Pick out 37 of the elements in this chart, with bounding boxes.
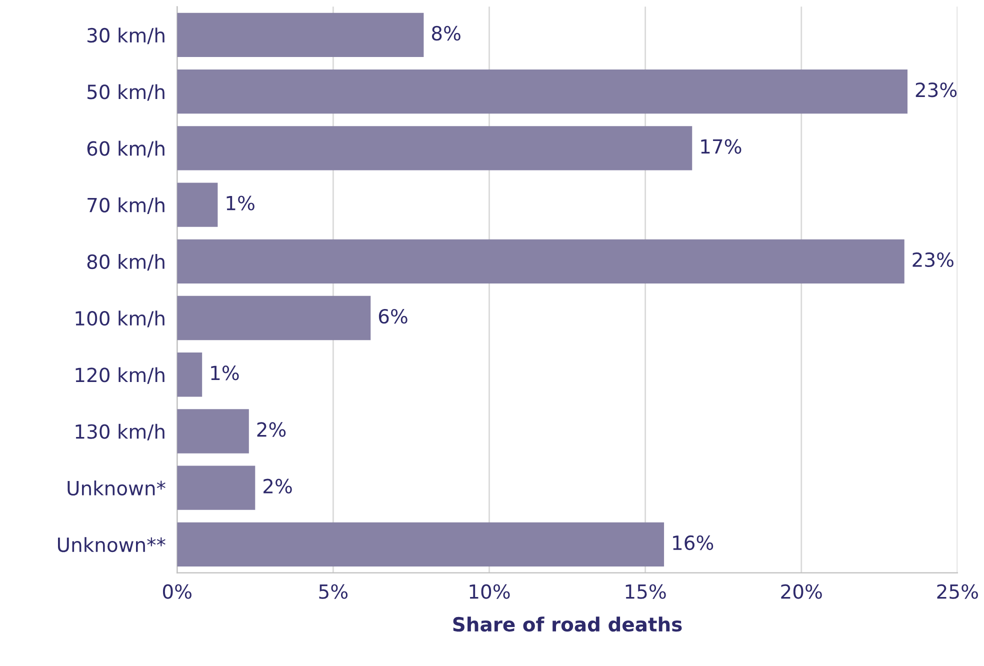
- data-label: 2%: [264, 478, 292, 494]
- data-label: 6%: [378, 308, 408, 324]
- bar: [177, 126, 692, 170]
- y-tick-label: 30 km/h: [87, 28, 164, 44]
- data-label: 1%: [211, 366, 239, 380]
- data-label: 16%: [673, 535, 714, 550]
- data-label: 8%: [432, 26, 460, 41]
- y-tick-label: 120 km/h: [76, 367, 164, 384]
- y-tick-label: 100 km/h: [76, 310, 164, 328]
- bar: [177, 12, 424, 58]
- x-tick-label: 10%: [470, 584, 510, 599]
- x-tick-label: 20%: [781, 584, 822, 599]
- bar: [177, 182, 218, 227]
- x-axis-title: Share of road deaths: [453, 616, 682, 632]
- data-label: 1%: [226, 196, 254, 210]
- x-tick-label: 15%: [626, 584, 666, 599]
- x-tick-label: 5%: [319, 584, 348, 599]
- y-tick-label: 80 km/h: [87, 254, 164, 271]
- bar: [177, 296, 371, 340]
- y-tick-label: Unknown**: [58, 537, 166, 552]
- data-label: 23%: [916, 82, 957, 98]
- bar: [177, 352, 202, 397]
- y-tick-label: 60 km/h: [87, 140, 164, 158]
- y-tick-label: Unknown*: [68, 480, 166, 496]
- y-tick-label: 70 km/h: [88, 197, 164, 214]
- y-tick-label: 130 km/h: [76, 424, 164, 440]
- bar: [177, 239, 904, 284]
- bar: [177, 409, 249, 454]
- x-tick-label: 25%: [937, 584, 978, 599]
- bar: [177, 69, 908, 114]
- data-label: 2%: [257, 422, 286, 437]
- data-label: 17%: [701, 139, 742, 154]
- x-tick-label: 0%: [162, 584, 192, 599]
- bar: [177, 522, 664, 567]
- bar: [177, 466, 256, 510]
- y-tick-label: 50 km/h: [88, 84, 164, 101]
- data-label: 23%: [912, 252, 954, 268]
